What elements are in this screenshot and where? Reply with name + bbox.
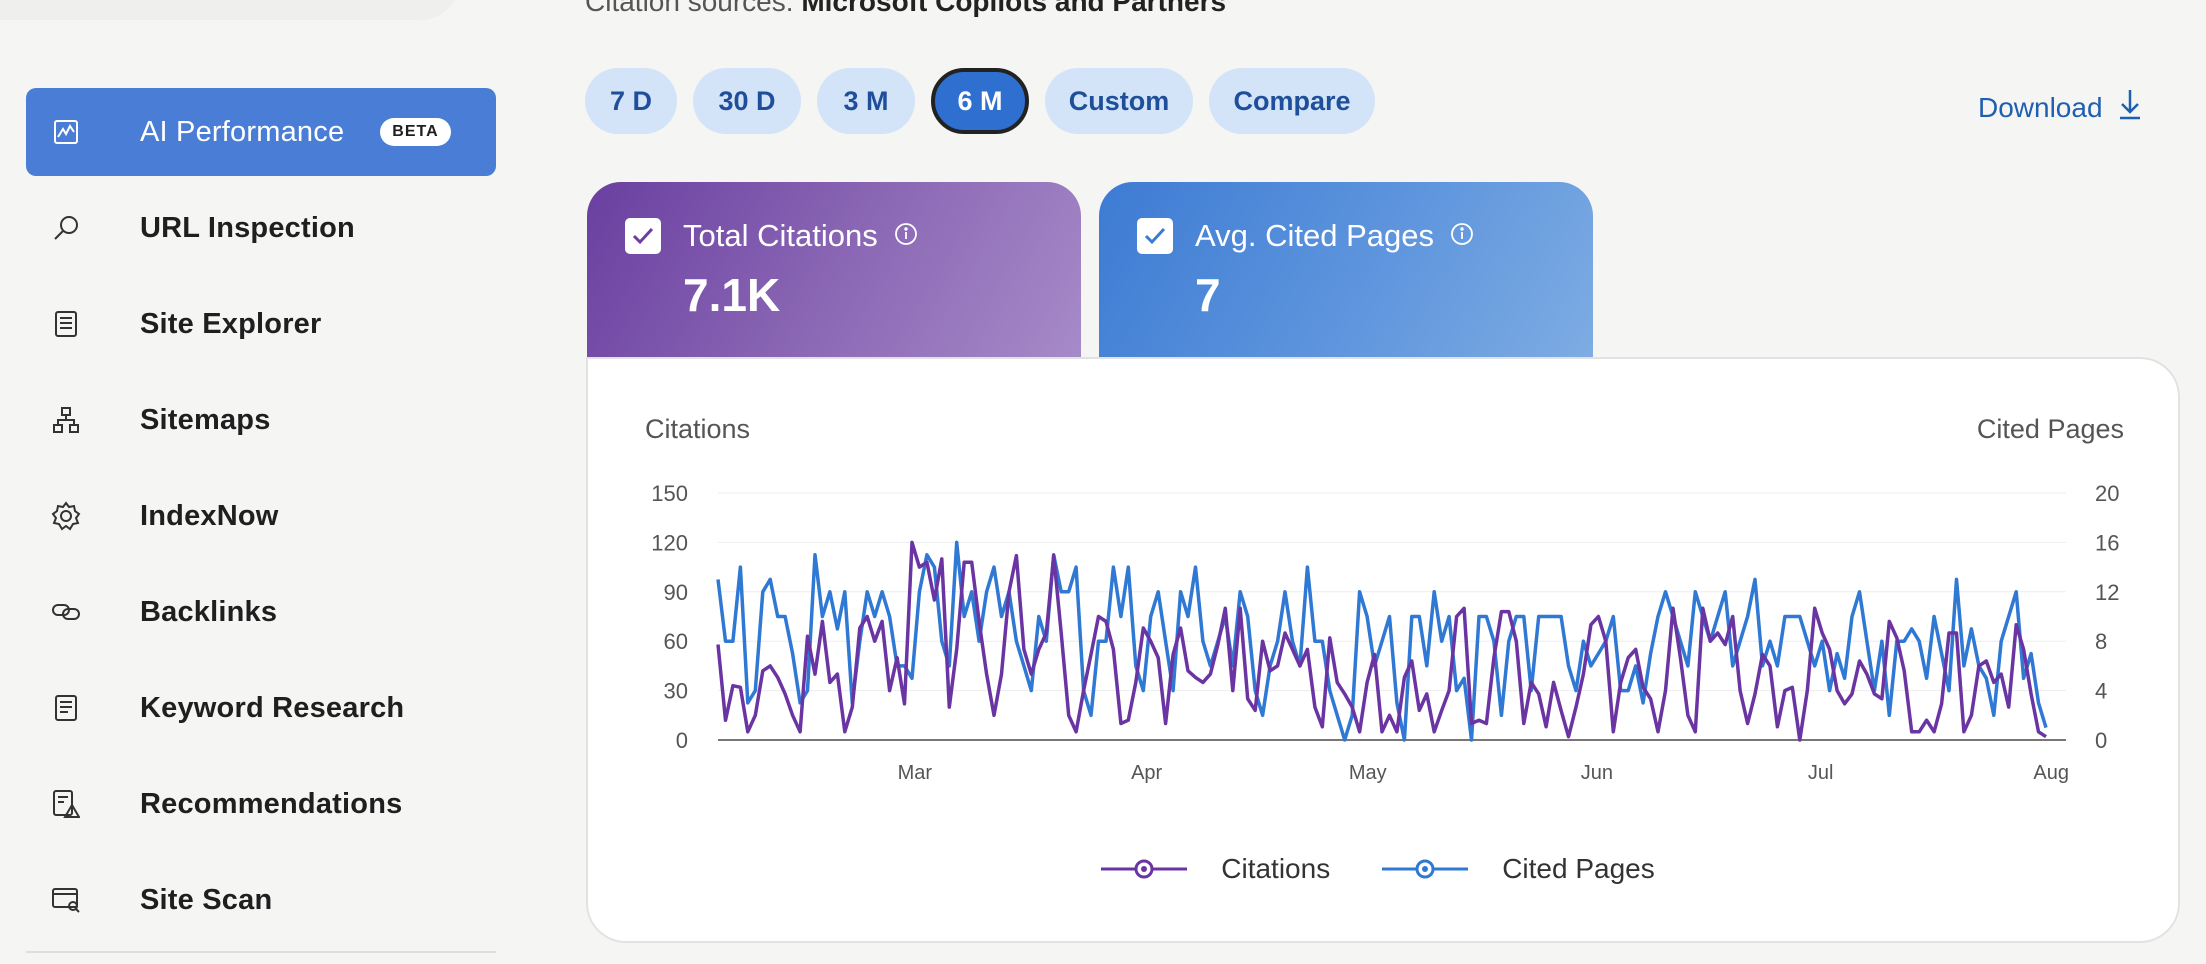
sidebar-item-label: AI Performance bbox=[140, 115, 345, 148]
sidebar-item-sitemaps[interactable]: Sitemaps bbox=[26, 376, 496, 464]
line-chart[interactable]: 150 20 120 16 90 12 60 8 30 4 0 0 Mar Apr May Jun Jul Aug bbox=[588, 359, 2178, 839]
gear-icon bbox=[50, 500, 82, 532]
sidebar-item-url-inspection[interactable]: URL Inspection bbox=[26, 184, 496, 272]
sitemap-icon bbox=[50, 404, 82, 436]
y-right-tick-label: 16 bbox=[2095, 530, 2119, 555]
range-3m-button[interactable]: 3 M bbox=[817, 68, 915, 134]
legend-marker-cited-pages bbox=[1382, 859, 1469, 879]
sidebar-item-label: Sitemaps bbox=[140, 403, 271, 436]
sidebar-item-recommendations[interactable]: Recommendations bbox=[26, 760, 496, 848]
citation-sources-value: Microsoft Copilots and Partners bbox=[801, 0, 1227, 17]
total-citations-card[interactable]: Total Citations 7.1K bbox=[587, 182, 1081, 358]
sidebar-item-indexnow[interactable]: IndexNow bbox=[26, 472, 496, 560]
legend-item-cited-pages[interactable]: Cited Pages bbox=[1380, 853, 1655, 885]
x-tick-label: Apr bbox=[1131, 762, 1162, 784]
top-corner-decoration bbox=[0, 0, 460, 20]
y-left-tick-label: 150 bbox=[651, 481, 688, 506]
sidebar-item-label: IndexNow bbox=[140, 499, 279, 532]
range-30d-button[interactable]: 30 D bbox=[693, 68, 801, 134]
x-tick-label: May bbox=[1349, 762, 1387, 784]
y-left-tick-label: 90 bbox=[664, 580, 688, 605]
sidebar-item-backlinks[interactable]: Backlinks bbox=[26, 568, 496, 656]
card-title: Avg. Cited Pages bbox=[1195, 218, 1434, 253]
x-tick-label: Jun bbox=[1581, 762, 1613, 784]
sidebar-item-ai-performance[interactable]: AI Performance BETA bbox=[26, 88, 496, 176]
search-icon bbox=[50, 212, 82, 244]
y-left-tick-label: 120 bbox=[651, 530, 688, 555]
date-range-bar: 7 D 30 D 3 M 6 M Custom Compare bbox=[585, 68, 1375, 134]
range-7d-button[interactable]: 7 D bbox=[585, 68, 677, 134]
y-left-tick-label: 60 bbox=[664, 629, 688, 654]
legend-label: Citations bbox=[1221, 853, 1331, 884]
sidebar-item-label: Backlinks bbox=[140, 595, 278, 628]
y-left-tick-label: 0 bbox=[676, 728, 688, 753]
card-value: 7 bbox=[1195, 269, 1221, 321]
link-icon bbox=[50, 596, 82, 628]
alert-document-icon bbox=[50, 788, 82, 820]
scan-icon bbox=[50, 884, 82, 916]
range-6m-button[interactable]: 6 M bbox=[931, 68, 1029, 134]
sidebar-item-site-explorer[interactable]: Site Explorer bbox=[26, 280, 496, 368]
right-axis-title: Cited Pages bbox=[1976, 414, 2124, 444]
series-line-citations bbox=[716, 540, 2047, 742]
sidebar-item-site-scan[interactable]: Site Scan bbox=[26, 856, 496, 944]
y-right-tick-label: 20 bbox=[2095, 481, 2119, 506]
beta-badge: BETA bbox=[380, 118, 451, 146]
legend-marker-citations bbox=[1101, 859, 1188, 879]
legend-label: Cited Pages bbox=[1502, 853, 1655, 884]
range-custom-button[interactable]: Custom bbox=[1045, 68, 1193, 134]
avg-cited-pages-card[interactable]: Avg. Cited Pages 7 bbox=[1099, 182, 1593, 358]
legend-item-citations[interactable]: Citations bbox=[1099, 853, 1330, 885]
sidebar-item-label: Site Scan bbox=[140, 883, 273, 916]
citations-checkbox[interactable] bbox=[625, 218, 661, 254]
info-icon[interactable] bbox=[894, 222, 918, 251]
citation-sources-label: Citation sources: bbox=[585, 0, 794, 17]
card-value: 7.1K bbox=[683, 269, 781, 321]
chart-panel: Citations Cited Pages 150 20 120 16 90 12 60 8 3… bbox=[586, 357, 2180, 943]
left-axis-title: Citations bbox=[645, 414, 751, 444]
document-icon bbox=[50, 692, 82, 724]
download-icon bbox=[2117, 88, 2143, 127]
x-tick-label: Aug bbox=[2033, 762, 2069, 784]
range-compare-button[interactable]: Compare bbox=[1209, 68, 1375, 134]
y-right-tick-label: 0 bbox=[2095, 728, 2107, 753]
card-title: Total Citations bbox=[683, 218, 878, 253]
x-tick-label: Mar bbox=[898, 762, 933, 784]
series-line-cited-pages bbox=[716, 540, 2048, 742]
y-right-tick-label: 8 bbox=[2095, 629, 2107, 654]
sidebar-divider bbox=[26, 951, 496, 953]
sidebar-item-label: Recommendations bbox=[140, 787, 403, 820]
y-right-tick-label: 12 bbox=[2095, 580, 2119, 605]
chart-legend: Citations Cited Pages bbox=[588, 853, 2178, 885]
chart-icon bbox=[50, 116, 82, 148]
x-tick-label: Jul bbox=[1808, 762, 1834, 784]
info-icon[interactable] bbox=[1450, 222, 1474, 251]
sidebar-item-label: URL Inspection bbox=[140, 211, 355, 244]
download-button[interactable]: Download bbox=[1978, 88, 2143, 127]
download-label: Download bbox=[1978, 91, 2103, 123]
y-right-tick-label: 4 bbox=[2095, 679, 2107, 704]
pages-checkbox[interactable] bbox=[1137, 218, 1173, 254]
citation-sources: Citation sources: Microsoft Copilots and… bbox=[585, 0, 1226, 18]
checklist-icon bbox=[50, 308, 82, 340]
sidebar-item-label: Site Explorer bbox=[140, 307, 322, 340]
y-left-tick-label: 30 bbox=[664, 679, 688, 704]
sidebar-nav: AI Performance BETA URL Inspection Site … bbox=[26, 88, 496, 952]
sidebar-item-label: Keyword Research bbox=[140, 691, 405, 724]
sidebar-item-keyword-research[interactable]: Keyword Research bbox=[26, 664, 496, 752]
